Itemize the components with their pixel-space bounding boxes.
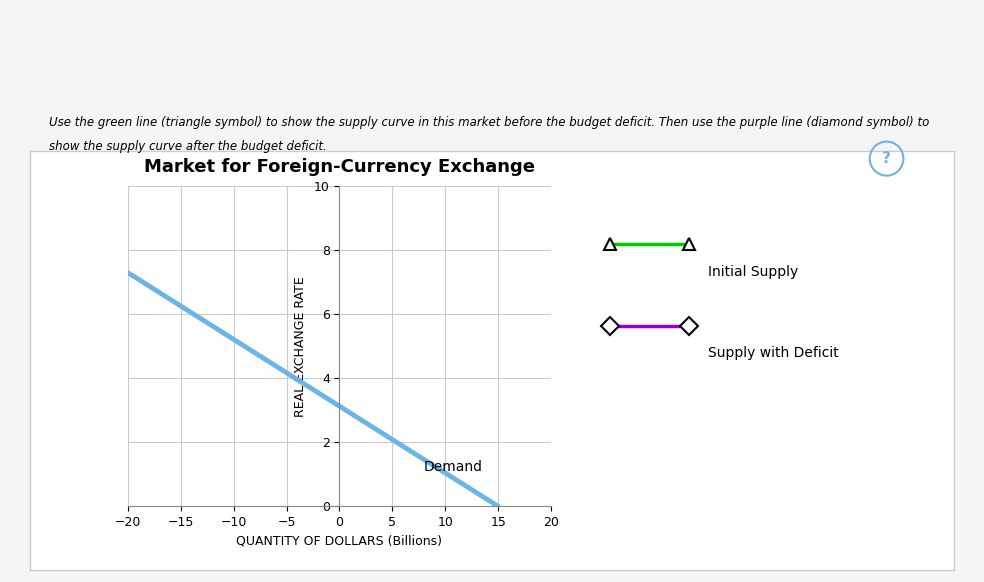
Text: Use the green line (triangle symbol) to show the supply curve in this market bef: Use the green line (triangle symbol) to …: [49, 116, 930, 129]
Text: Initial Supply: Initial Supply: [708, 265, 799, 279]
Text: ?: ?: [882, 151, 892, 166]
Y-axis label: REAL EXCHANGE RATE: REAL EXCHANGE RATE: [294, 276, 307, 417]
Title: Market for Foreign-Currency Exchange: Market for Foreign-Currency Exchange: [144, 158, 535, 176]
Text: Demand: Demand: [424, 460, 483, 474]
Text: show the supply curve after the budget deficit.: show the supply curve after the budget d…: [49, 140, 327, 152]
Text: QUANTITY OF DOLLARS (Billions): QUANTITY OF DOLLARS (Billions): [236, 534, 443, 547]
Text: Supply with Deficit: Supply with Deficit: [708, 346, 839, 360]
